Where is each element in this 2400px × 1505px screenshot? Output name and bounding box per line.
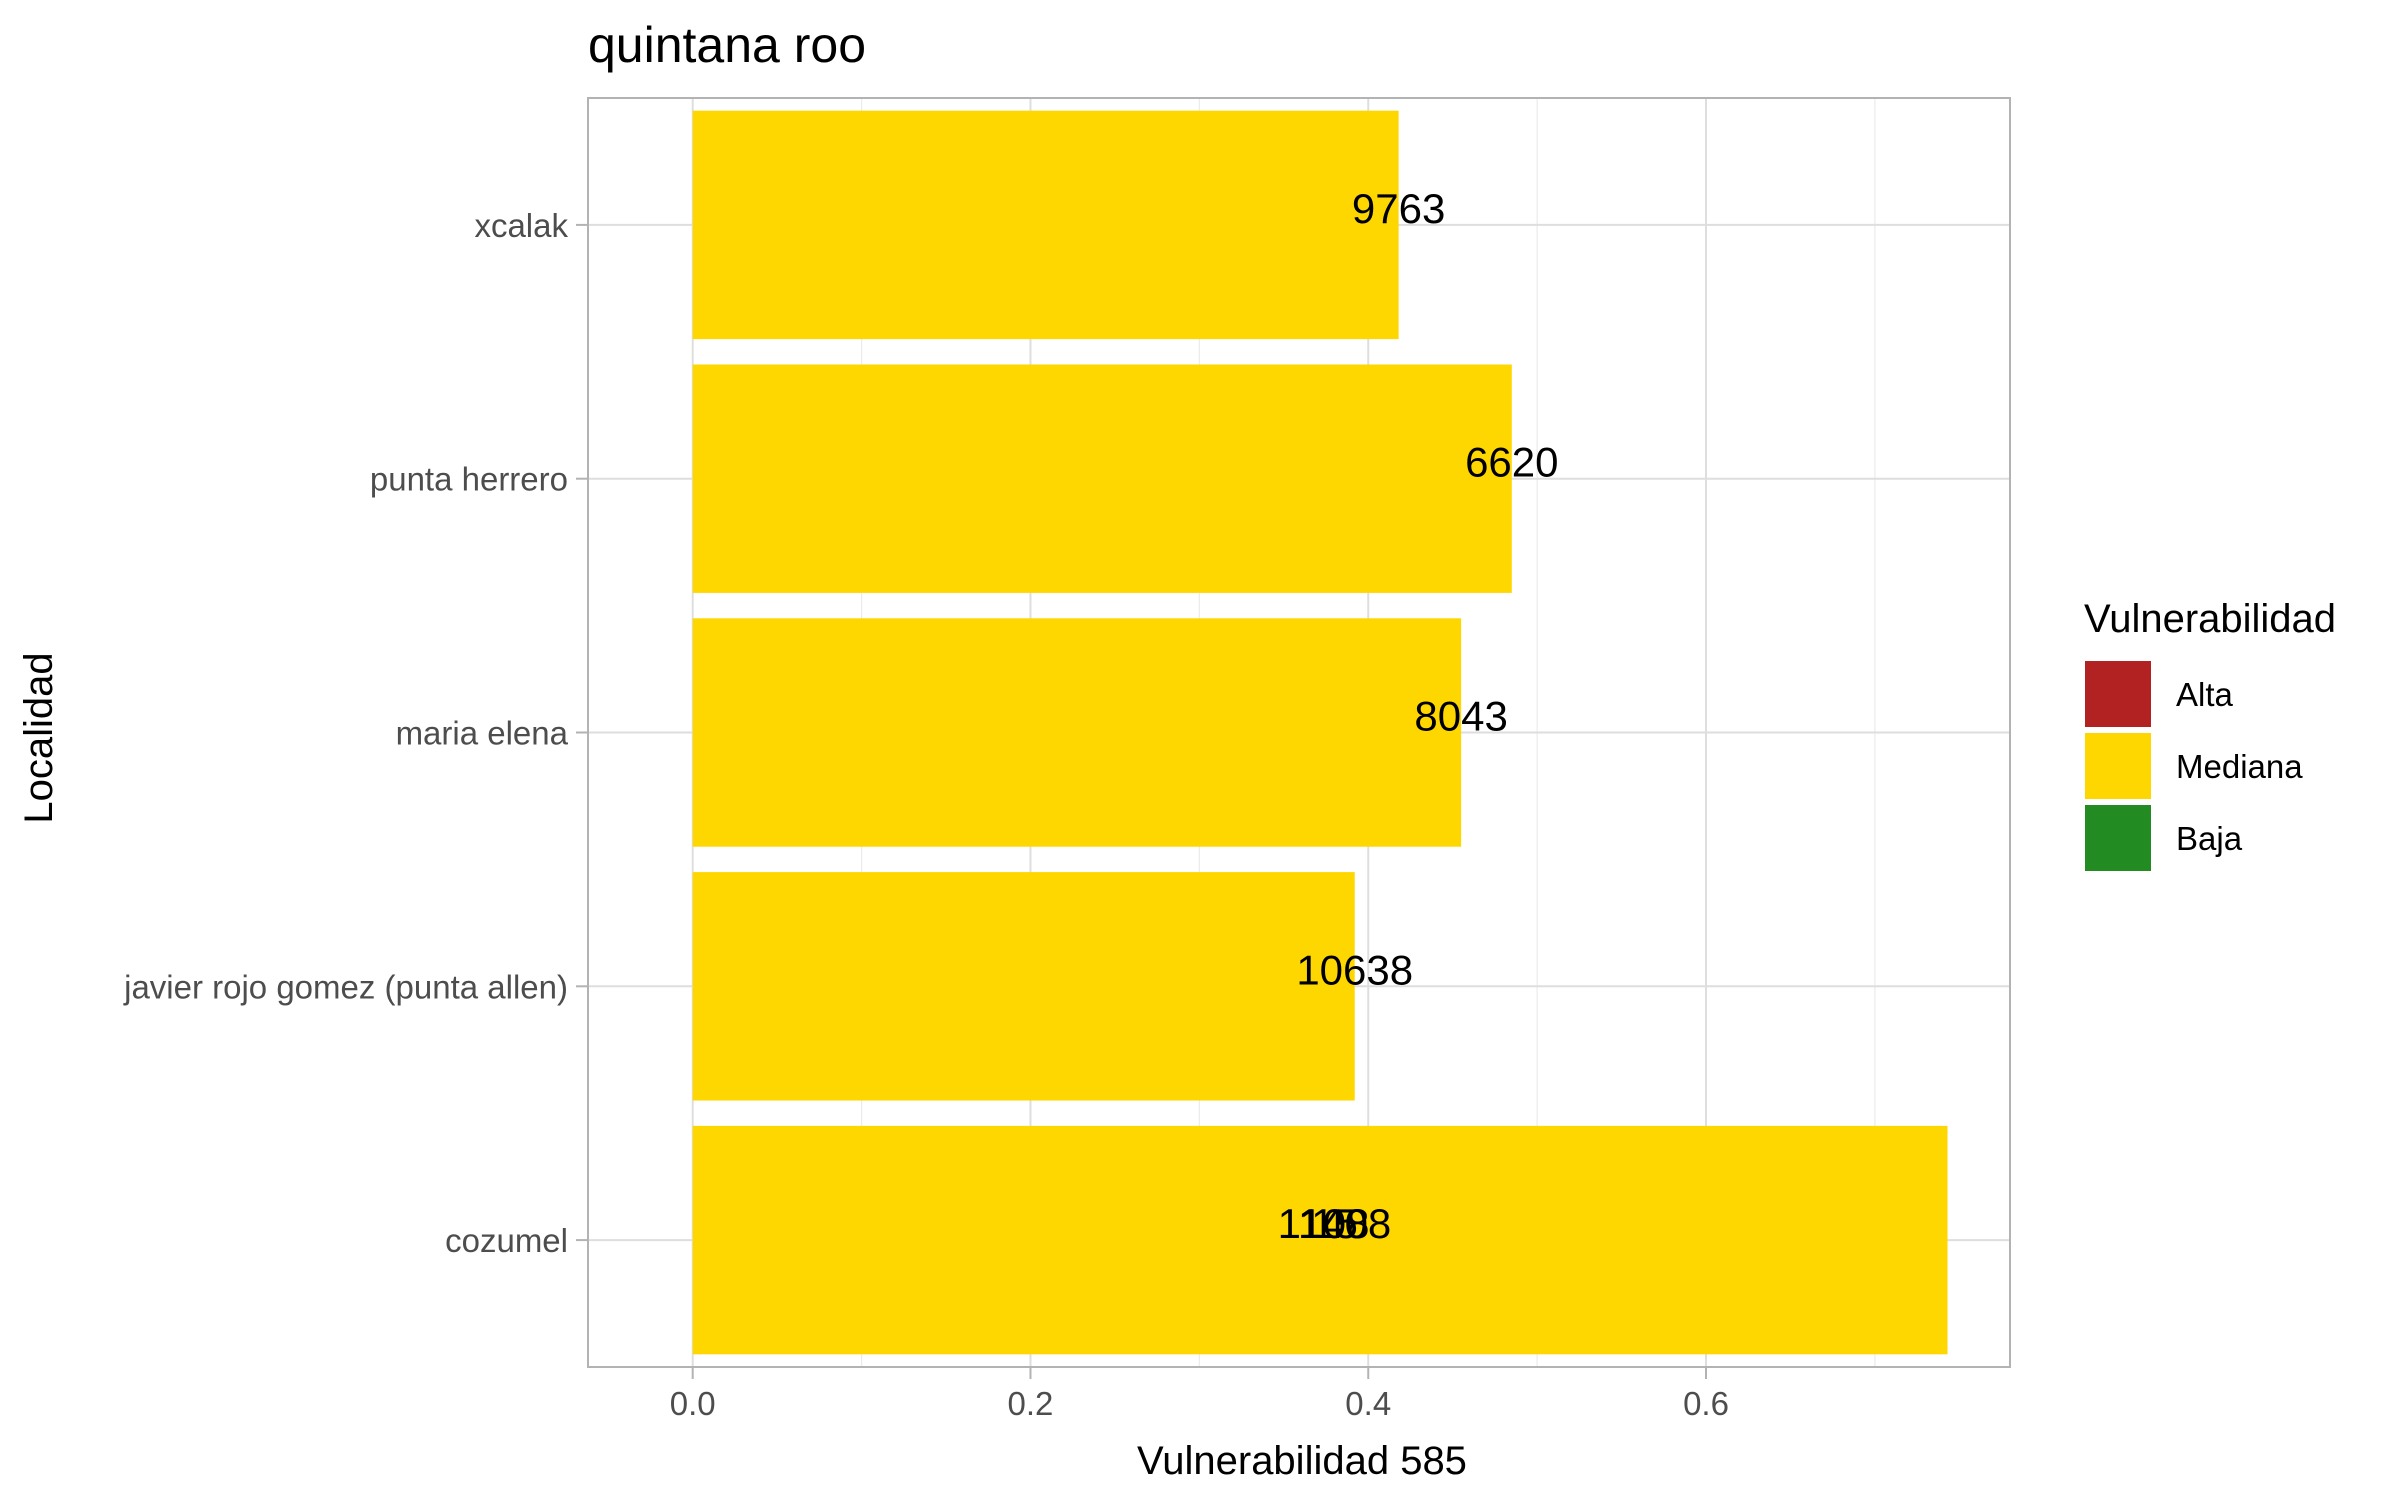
bar-value-label: 11408 — [1278, 1200, 1392, 1247]
bar-value-label: 10638 — [1296, 946, 1413, 993]
x-tick-label: 0.0 — [670, 1385, 716, 1422]
y-tick-label: javier rojo gomez (punta allen) — [123, 968, 568, 1005]
legend-key-mediana — [2083, 731, 2153, 801]
y-tick-label: maria elena — [396, 715, 569, 752]
bar-value-label: 108 — [1299, 1200, 1369, 1247]
legend-label-baja: Baja — [2176, 820, 2243, 857]
legend-key-alta — [2083, 659, 2153, 729]
bar-value-label: 8043 — [1414, 693, 1507, 740]
legend-title: Vulnerabilidad — [2084, 597, 2336, 641]
bar-value-label: 9763 — [1352, 185, 1445, 232]
bar-maria-elena — [692, 618, 1462, 847]
bar-xcalak — [692, 110, 1399, 340]
bar-punta-herrero — [692, 364, 1512, 593]
bar-cozumel — [692, 1125, 1948, 1355]
legend-label-alta: Alta — [2176, 676, 2234, 713]
y-tick-label: xcalak — [474, 207, 568, 244]
y-tick-label: cozumel — [445, 1222, 568, 1259]
y-tick-label: punta herrero — [370, 461, 568, 498]
y-axis-title: Localidad — [17, 652, 61, 823]
chart-title: quintana roo — [588, 17, 866, 73]
bar-value-label: 15 — [1311, 1200, 1358, 1247]
x-tick-label: 0.4 — [1345, 1385, 1391, 1422]
x-tick-label: 0.2 — [1008, 1385, 1054, 1422]
bar-value-label: 6620 — [1465, 439, 1558, 486]
legend-key-baja — [2083, 803, 2153, 873]
legend-label-mediana: Mediana — [2176, 748, 2303, 785]
x-axis-title: Vulnerabilidad 585 — [1137, 1439, 1467, 1483]
bar-javier-rojo-gomez-punta-allen- — [692, 872, 1355, 1101]
legend: Vulnerabilidad Alta Mediana Baja — [2083, 597, 2336, 873]
x-tick-label: 0.6 — [1683, 1385, 1729, 1422]
